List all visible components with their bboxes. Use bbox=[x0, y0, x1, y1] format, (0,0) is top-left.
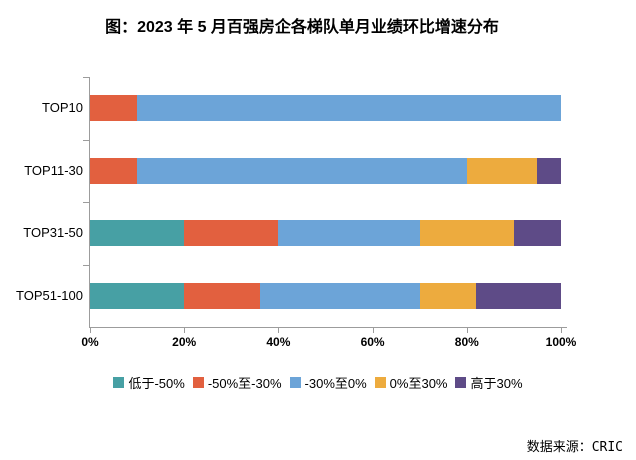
legend-label: 低于-50% bbox=[128, 376, 185, 391]
legend-swatch bbox=[192, 377, 204, 388]
legend-swatch bbox=[289, 377, 301, 388]
bar-segment bbox=[184, 220, 279, 247]
chart-title: 图：2023 年 5 月百强房企各梯队单月业绩环比增速分布 bbox=[105, 19, 499, 36]
x-axis-label: 20% bbox=[172, 335, 197, 349]
bar-segment bbox=[466, 157, 538, 184]
bar-segment bbox=[513, 220, 561, 247]
x-axis-label: 80% bbox=[454, 335, 479, 349]
y-axis-tick bbox=[83, 264, 89, 266]
x-axis-tick bbox=[561, 327, 562, 333]
x-axis-label: 40% bbox=[266, 335, 291, 349]
legend-swatch bbox=[455, 377, 467, 388]
x-axis-line-extension bbox=[561, 327, 567, 328]
x-axis-label: 0% bbox=[81, 335, 99, 349]
legend-item: 0%至30% bbox=[374, 373, 448, 392]
legend-label: 0%至30% bbox=[389, 376, 448, 391]
bar-segment bbox=[90, 95, 138, 122]
bar-segment bbox=[537, 157, 561, 184]
x-axis-label: 100% bbox=[545, 335, 577, 349]
plot-area: TOP10 TOP11-30 TOP31-50 TOP51-100 0% 20% 40% 60… bbox=[16, 77, 576, 349]
legend-swatch bbox=[374, 377, 386, 388]
bar-segment bbox=[90, 282, 185, 309]
bar-segment bbox=[137, 157, 467, 184]
y-axis-label: TOP31-50 bbox=[23, 225, 83, 241]
legend-item: -50%至-30% bbox=[192, 373, 282, 392]
y-axis-tick bbox=[83, 202, 89, 203]
legend-label: -30%至0% bbox=[304, 376, 367, 391]
bar-segment bbox=[184, 282, 260, 309]
legend-item: -30%至0% bbox=[289, 373, 367, 392]
bar-row bbox=[90, 282, 561, 309]
x-axis-tick bbox=[372, 327, 374, 333]
bar-row bbox=[90, 95, 561, 122]
legend: 低于-50% -50%至-30% -30%至0% 0%至30% 高于30% bbox=[0, 373, 636, 392]
bar-segment bbox=[137, 95, 561, 122]
legend-item: 高于30% bbox=[455, 373, 523, 392]
x-axis-tick bbox=[278, 327, 280, 333]
y-axis-tick bbox=[83, 77, 89, 78]
bar-segment bbox=[419, 282, 477, 309]
x-axis-tick bbox=[466, 327, 468, 333]
y-axis-label: TOP10 bbox=[42, 100, 83, 116]
bar-segment bbox=[419, 220, 514, 247]
legend-label: 高于30% bbox=[470, 376, 523, 391]
y-axis-tick bbox=[83, 139, 89, 141]
bar-segment bbox=[259, 282, 420, 309]
bar-segment bbox=[90, 220, 185, 247]
x-axis-label: 60% bbox=[360, 335, 385, 349]
legend-label: -50%至-30% bbox=[207, 376, 282, 391]
legend-swatch bbox=[113, 377, 125, 388]
data-source-note: 数据来源：CRIC bbox=[526, 440, 623, 455]
bar-segment bbox=[278, 220, 420, 247]
y-axis-label: TOP11-30 bbox=[24, 162, 83, 178]
y-axis-label: TOP51-100 bbox=[16, 287, 83, 303]
bar-segment bbox=[90, 157, 138, 184]
x-axis-tick bbox=[184, 327, 186, 333]
legend-item: 低于-50% bbox=[113, 373, 185, 392]
bar-row bbox=[90, 220, 561, 247]
bar-segment bbox=[476, 282, 561, 309]
x-axis-tick bbox=[90, 327, 91, 333]
bar-row bbox=[90, 157, 561, 184]
